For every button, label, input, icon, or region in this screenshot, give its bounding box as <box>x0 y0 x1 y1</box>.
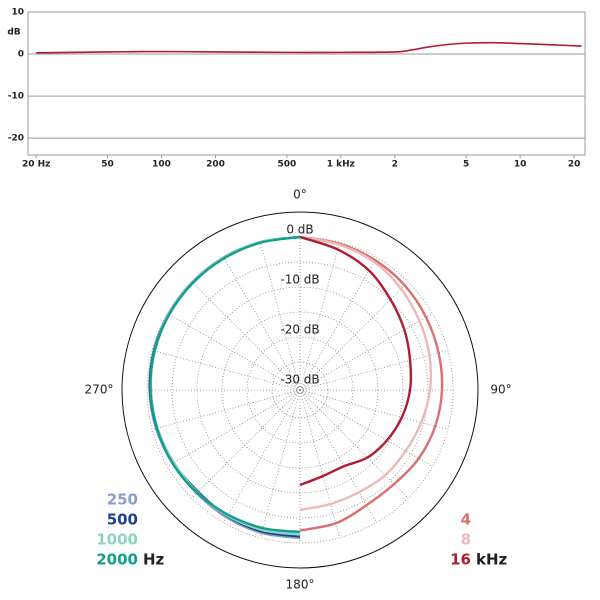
angle-grid-line <box>223 389 301 523</box>
legend-entry: 500 <box>107 511 138 529</box>
legend-unit: kHz <box>476 551 508 569</box>
radius-tick-label: -30 dB <box>280 373 319 387</box>
radius-grid-circle <box>171 261 429 519</box>
angle-grid-line <box>260 242 301 391</box>
x-tick-label: 50 <box>101 160 114 170</box>
x-tick-label: 2 <box>392 160 398 170</box>
angle-grid-line <box>299 313 433 391</box>
angle-grid-line <box>299 389 409 499</box>
plot-frame <box>27 11 586 156</box>
angle-grid-line <box>167 389 301 467</box>
x-tick-label: 10 <box>514 160 527 170</box>
polar-line <box>148 235 301 540</box>
radius-grid-circle <box>271 361 329 419</box>
legend-entry: 250 <box>107 491 138 509</box>
polar-frame <box>121 211 479 569</box>
radius-tick-label: 0 dB <box>286 223 313 237</box>
polar-line <box>299 235 444 532</box>
angle-tick-label: 180° <box>286 578 315 592</box>
legend-entry: 4 <box>461 511 471 529</box>
radius-grid-circle <box>196 286 404 494</box>
x-tick-label: 20 <box>568 160 581 170</box>
x-tick-label: 5 <box>463 160 469 170</box>
polar-line <box>299 235 433 512</box>
angle-grid-line <box>152 389 301 430</box>
y-tick-label: 0 <box>18 50 24 60</box>
angle-tick-label: 270° <box>85 383 114 397</box>
response-line <box>36 41 582 54</box>
radius-grid-circle <box>246 336 354 444</box>
x-tick-label: 500 <box>277 160 296 170</box>
angle-grid-line <box>191 389 301 499</box>
x-tick-label: 200 <box>206 160 225 170</box>
y-axis-label: dB <box>7 28 20 38</box>
legend-entry: 16 <box>450 551 471 569</box>
radius-grid-circle <box>296 386 304 394</box>
polar-line <box>149 235 301 534</box>
legend-unit: Hz <box>143 551 165 569</box>
radius-tick-label: -20 dB <box>280 323 319 337</box>
angle-tick-label: 90° <box>490 383 511 397</box>
radius-grid-circle <box>221 311 379 469</box>
y-tick-label: -10 <box>8 92 24 102</box>
angle-grid-line <box>299 242 340 391</box>
y-tick-label: 10 <box>11 8 24 18</box>
x-tick-label: 100 <box>152 160 171 170</box>
legend-entry: 1000 <box>96 531 138 549</box>
radius-tick-label: -10 dB <box>280 273 319 287</box>
y-tick-label: -20 <box>8 134 24 144</box>
angle-grid-line <box>152 350 301 391</box>
legend-entry: 8 <box>461 531 471 549</box>
x-tick-label: 20 Hz <box>22 160 50 170</box>
angle-grid-line <box>260 389 301 538</box>
angle-tick-label: 0° <box>293 188 307 202</box>
angle-grid-line <box>299 389 433 467</box>
polar-line <box>149 235 301 536</box>
angle-grid-line <box>299 350 448 391</box>
x-tick-label: 1 kHz <box>327 160 355 170</box>
legend-entry: 2000 <box>96 551 138 569</box>
polar-line <box>299 235 413 487</box>
angle-grid-line <box>299 389 340 538</box>
